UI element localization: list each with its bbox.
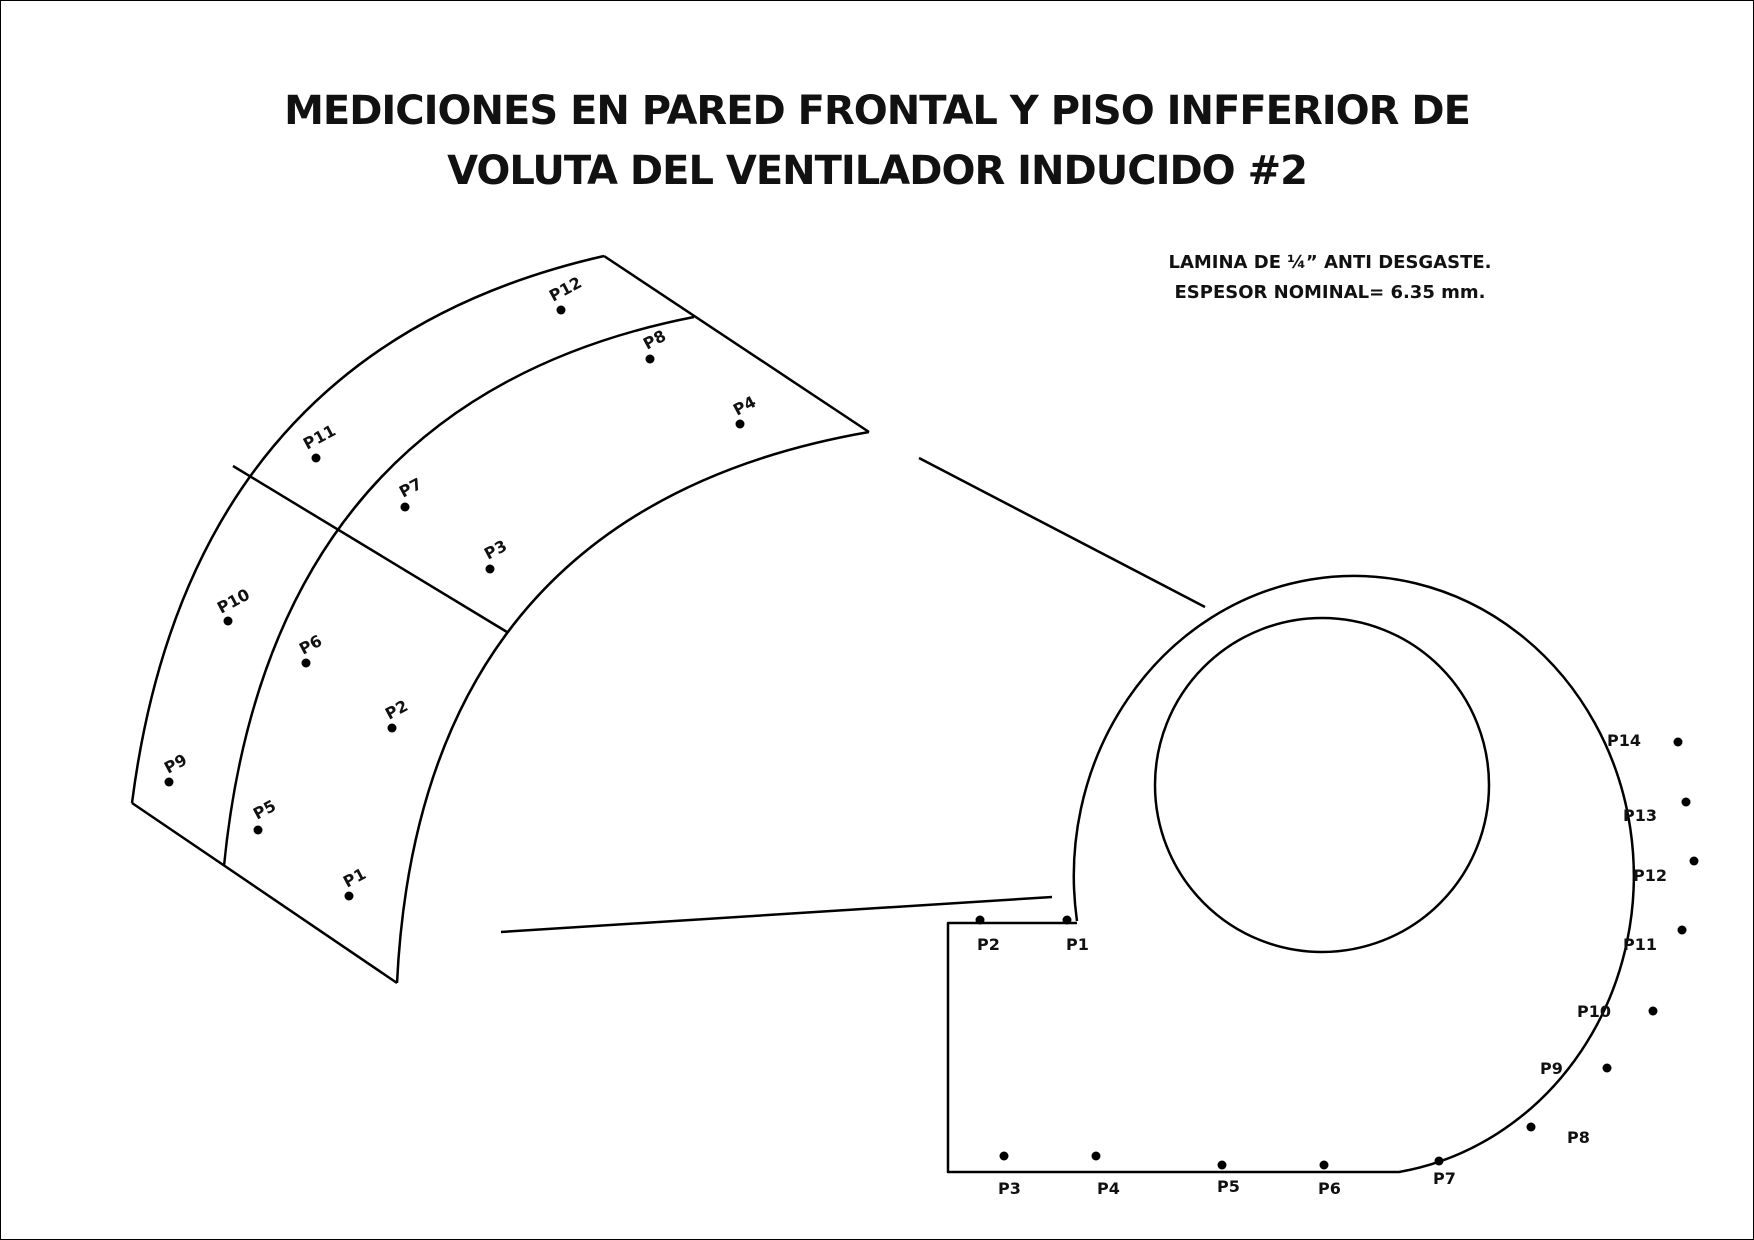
front-wall-point-marker-p11 (311, 453, 321, 463)
floor-point-marker-p10 (1648, 1006, 1658, 1016)
floor-point-label-p14: P14 (1607, 731, 1641, 750)
floor-point-marker-p4 (1091, 1151, 1101, 1161)
front-wall-points: P1 P2 P3 P4 P5 P6 P7 P8 P9 P10 P11 P12 (161, 273, 759, 901)
floor-point-label-p8: P8 (1567, 1128, 1590, 1147)
floor-point-marker-p6 (1319, 1160, 1329, 1170)
front-wall-point-label-p9: P9 (161, 750, 190, 778)
front-wall-point-label-p5: P5 (250, 796, 279, 824)
front-wall-point-marker-p3 (485, 564, 495, 574)
floor-point-label-p13: P13 (1623, 806, 1657, 825)
floor-point-marker-p1 (1062, 915, 1072, 925)
front-wall-point-marker-p12 (556, 305, 566, 315)
floor-point-label-p4: P4 (1097, 1179, 1120, 1198)
floor-point-marker-p7 (1434, 1156, 1444, 1166)
floor-point-marker-p13 (1681, 797, 1691, 807)
front-wall-point-label-p8: P8 (640, 326, 669, 354)
front-wall-inner-edge (395, 430, 870, 984)
floor-point-marker-p2 (975, 915, 985, 925)
plate-note: LAMINA DE ¼” ANTI DESGASTE. (1168, 252, 1492, 273)
front-wall-point-marker-p8 (645, 354, 655, 364)
front-wall-point-label-p4: P4 (730, 392, 759, 420)
floor-point-marker-p3 (999, 1151, 1009, 1161)
front-wall-middle-edge (222, 315, 695, 867)
front-wall-point-marker-p1 (344, 891, 354, 901)
floor-point-label-p11: P11 (1623, 935, 1657, 954)
floor-point-marker-p12 (1689, 856, 1699, 866)
floor-point-label-p7: P7 (1433, 1169, 1456, 1188)
front-wall-point-marker-p2 (387, 723, 397, 733)
floor-point-marker-p11 (1677, 925, 1687, 935)
front-wall-point-marker-p5 (253, 825, 263, 835)
front-wall-point-label-p10: P10 (214, 585, 253, 618)
front-wall-point-marker-p7 (400, 502, 410, 512)
floor-point-label-p6: P6 (1318, 1179, 1341, 1198)
floor-point-label-p1: P1 (1066, 935, 1089, 954)
front-wall-point-label-p3: P3 (481, 536, 510, 564)
floor-point-label-p9: P9 (1540, 1059, 1563, 1078)
front-wall-point-marker-p10 (223, 616, 233, 626)
front-wall-divider-upper (232, 464, 508, 634)
connector-line-lower (500, 895, 1053, 934)
front-wall-point-marker-p9 (164, 777, 174, 787)
thickness-note: ESPESOR NOMINAL= 6.35 mm. (1174, 282, 1486, 303)
front-wall-point-label-p6: P6 (296, 631, 325, 659)
front-wall-bottom-edge (131, 801, 398, 985)
floor-point-marker-p14 (1673, 737, 1683, 747)
floor-point-marker-p8 (1526, 1122, 1536, 1132)
front-wall-outer-edge (130, 254, 605, 804)
floor-point-label-p10: P10 (1577, 1002, 1611, 1021)
floor-point-label-p12: P12 (1633, 866, 1667, 885)
front-wall-point-marker-p6 (301, 658, 311, 668)
front-wall-point-label-p1: P1 (340, 864, 369, 892)
floor-point-label-p2: P2 (977, 935, 1000, 954)
floor-point-label-p5: P5 (1217, 1177, 1240, 1196)
front-wall-point-marker-p4 (735, 419, 745, 429)
front-wall-point-label-p12: P12 (546, 273, 585, 306)
front-wall-point-label-p11: P11 (300, 421, 339, 454)
floor-points: P1 P2 P3 P4 P5 P6 P7 P8 P9 P10 P11 P12 P13 P14 (975, 731, 1699, 1198)
floor-point-label-p3: P3 (998, 1179, 1021, 1198)
front-wall-point-label-p7: P7 (396, 474, 425, 502)
page-title-line-2: VOLUTA DEL VENTILADOR INDUCIDO #2 (447, 148, 1308, 194)
front-wall-point-label-p2: P2 (382, 696, 411, 724)
front-wall-top-edge (603, 254, 870, 434)
impeller-inlet-circle (1153, 616, 1491, 954)
page-title-line-1: MEDICIONES EN PARED FRONTAL Y PISO INFFE… (284, 88, 1471, 134)
connector-line-upper (918, 456, 1206, 609)
floor-point-marker-p5 (1217, 1160, 1227, 1170)
volute-casing-outline (946, 574, 1636, 1174)
floor-point-marker-p9 (1602, 1063, 1612, 1073)
